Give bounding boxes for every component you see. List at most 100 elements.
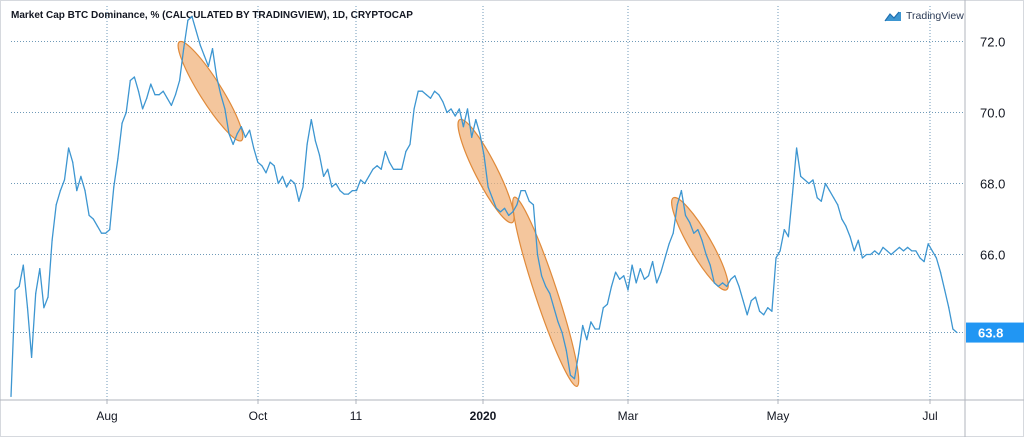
series-point [183, 47, 185, 50]
series-point [121, 122, 123, 124]
series-point [285, 186, 288, 188]
series-point [894, 250, 896, 252]
series-point [573, 378, 576, 380]
series-point [882, 246, 884, 248]
series-point [870, 253, 872, 256]
series-point [647, 275, 650, 277]
series-point [133, 76, 135, 78]
series-point [405, 150, 407, 153]
series-point [734, 275, 736, 277]
series-point [615, 271, 617, 273]
series-point [142, 108, 144, 110]
series-point [466, 108, 469, 110]
series-point [442, 101, 444, 103]
series-point [207, 65, 210, 67]
series-point [709, 264, 711, 266]
series-point [318, 154, 321, 156]
series-point [779, 250, 781, 252]
series-point [668, 243, 670, 245]
series-point [236, 133, 238, 135]
series-point [849, 236, 851, 238]
series-point [606, 303, 608, 305]
series-point [199, 44, 201, 46]
series-point [216, 76, 218, 78]
series-point [495, 207, 497, 209]
series-point [450, 108, 452, 110]
series-point [643, 278, 646, 280]
last-price-tag-bg [966, 322, 1024, 343]
series-point [137, 90, 140, 92]
series-point [462, 126, 465, 128]
x-tick-label: Aug [96, 409, 117, 423]
series-point [166, 97, 168, 99]
x-tick-label: May [767, 409, 790, 423]
series-point [915, 250, 917, 252]
series-point [582, 324, 584, 327]
series-point [816, 197, 818, 199]
series-point [763, 314, 765, 316]
chart-title: Market Cap BTC Dominance, % (CALCULATED … [11, 10, 413, 21]
series-point [364, 182, 366, 185]
series-point [627, 289, 629, 291]
series-point [824, 182, 826, 185]
series-point [701, 239, 703, 241]
series-point [483, 154, 485, 156]
series-point [927, 243, 929, 245]
series-point [335, 182, 337, 185]
series-point [248, 129, 251, 131]
series-point [923, 260, 925, 263]
series-point [672, 232, 674, 234]
series-point [265, 172, 267, 174]
series-point [39, 268, 41, 270]
series-point [689, 221, 691, 224]
y-tick-label: 68.0 [980, 176, 1005, 191]
series-point [360, 179, 362, 181]
series-point [791, 193, 794, 195]
tradingview-brand[interactable]: TradingView [884, 10, 964, 22]
series-point [22, 264, 24, 266]
grid [11, 6, 965, 400]
series-point [738, 285, 740, 288]
series-point [857, 239, 859, 241]
series-point [187, 19, 189, 21]
series-point [343, 193, 345, 195]
series-point [150, 83, 152, 85]
series-point [67, 147, 70, 149]
series-point [392, 168, 395, 170]
series-point [273, 165, 275, 167]
series-point [680, 189, 683, 192]
series-point [174, 94, 177, 96]
series-point [47, 296, 49, 298]
series-point [479, 133, 481, 135]
series-point [220, 94, 222, 96]
series-point [88, 214, 90, 217]
last-price-tag: 63.8 [966, 322, 1024, 343]
series-point [758, 310, 761, 312]
series-point [890, 253, 892, 256]
series-point [590, 321, 592, 323]
series-point [314, 140, 316, 142]
series-point [96, 225, 98, 227]
series-point [812, 179, 814, 181]
series-point [771, 310, 773, 312]
series-point [578, 353, 580, 355]
series-point [257, 161, 259, 163]
series-point [195, 30, 197, 32]
series-point [109, 229, 111, 231]
series-point [347, 193, 349, 195]
series-point [742, 300, 744, 302]
series-point [76, 189, 78, 192]
series-point [228, 133, 230, 135]
series-point [660, 271, 662, 273]
series-point [935, 257, 938, 259]
series-point [355, 189, 358, 192]
series-point [368, 175, 370, 177]
series-point [55, 204, 57, 206]
series-line [10, 15, 958, 397]
series-point [664, 257, 666, 259]
series-point [306, 143, 308, 146]
series-point [446, 111, 448, 114]
series-point [516, 204, 518, 206]
series-point [676, 204, 678, 206]
